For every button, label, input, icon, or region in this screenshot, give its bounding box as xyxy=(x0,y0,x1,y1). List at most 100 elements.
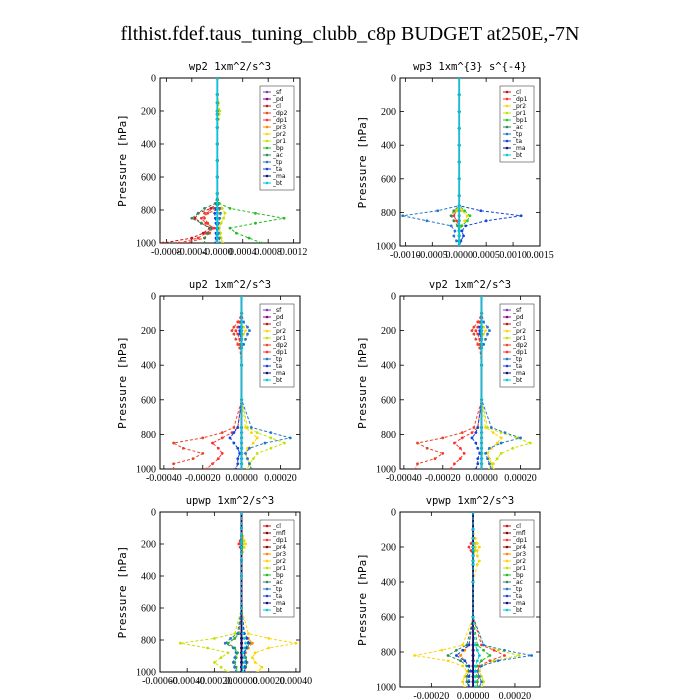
data-point xyxy=(161,241,165,243)
data-point xyxy=(203,216,206,220)
data-point xyxy=(223,211,227,215)
data-point xyxy=(489,446,493,450)
data-point xyxy=(249,467,253,469)
y-axis-label: Pressure [hPa] xyxy=(116,336,129,429)
y-tick-label: 400 xyxy=(381,141,396,152)
x-tick-label: 0.00020 xyxy=(252,676,285,687)
data-point xyxy=(480,452,484,455)
data-point xyxy=(216,457,220,461)
data-point xyxy=(240,661,243,664)
data-point xyxy=(475,643,479,647)
y-tick-label: 400 xyxy=(141,140,156,151)
x-tick-label: -0.0005 xyxy=(417,250,448,261)
data-point xyxy=(236,457,240,461)
data-point xyxy=(220,206,224,210)
x-tick-label: 0.00000 xyxy=(225,676,258,687)
data-point xyxy=(480,457,484,461)
data-point xyxy=(480,329,484,332)
data-point xyxy=(480,426,484,429)
data-point xyxy=(242,332,246,336)
legend-marker xyxy=(505,524,509,528)
data-point xyxy=(269,436,273,440)
data-point xyxy=(240,325,244,329)
legend-entry: _ta xyxy=(512,593,522,600)
legend-marker xyxy=(505,350,509,354)
legend-entry: _sf xyxy=(272,307,282,314)
legend-entry: _pr1 xyxy=(512,565,526,572)
data-point xyxy=(201,436,205,440)
data-point xyxy=(240,431,244,435)
legend-entry: _dp2 xyxy=(272,342,288,349)
legend-marker xyxy=(265,111,269,115)
data-point xyxy=(249,426,253,429)
data-point xyxy=(455,239,458,243)
data-point xyxy=(240,398,244,402)
panel-title: wp2 1xm^2/s^3 xyxy=(189,61,271,73)
series-group xyxy=(178,512,298,672)
data-point xyxy=(240,337,244,341)
data-point xyxy=(433,457,437,461)
data-point xyxy=(480,436,484,440)
data-point xyxy=(475,659,479,663)
legend-marker xyxy=(505,153,509,157)
x-tick-label: -0.0004 xyxy=(176,247,207,258)
legend-marker xyxy=(505,545,509,549)
data-point xyxy=(469,549,473,552)
data-point xyxy=(478,669,481,673)
y-axis-label: Pressure [hPa] xyxy=(116,114,129,207)
data-point xyxy=(240,641,243,645)
data-point xyxy=(178,641,182,645)
data-point xyxy=(436,209,440,213)
data-point xyxy=(465,675,469,678)
data-point xyxy=(242,646,246,650)
data-point xyxy=(234,337,238,341)
data-point xyxy=(233,665,237,669)
data-point xyxy=(240,606,243,610)
data-point xyxy=(441,436,445,440)
y-tick-label: 600 xyxy=(141,173,156,184)
data-point xyxy=(234,651,238,655)
data-point xyxy=(215,231,219,235)
data-point xyxy=(242,320,246,324)
legend-entry: _sf xyxy=(272,89,282,96)
data-point xyxy=(240,343,244,346)
legend-marker xyxy=(265,545,269,549)
data-point xyxy=(263,441,267,445)
legend-entry: _bp1 xyxy=(512,117,528,124)
legend-marker xyxy=(505,118,509,122)
legend-entry: _dp2 xyxy=(512,342,528,349)
legend-entry: _dp1 xyxy=(272,537,288,544)
data-point xyxy=(244,426,247,429)
data-point xyxy=(467,680,471,684)
data-point xyxy=(486,452,489,455)
data-point xyxy=(222,216,226,220)
data-point xyxy=(463,675,467,678)
data-point xyxy=(201,452,205,455)
data-point xyxy=(240,296,244,298)
legend-entry: _ac xyxy=(512,579,523,586)
data-point xyxy=(471,648,475,652)
data-point xyxy=(473,536,477,540)
data-point xyxy=(172,441,176,445)
y-axis-label: Pressure [hPa] xyxy=(356,116,369,209)
y-tick-label: 800 xyxy=(141,636,156,647)
data-point xyxy=(478,664,481,668)
legend-entry: _bt xyxy=(512,152,523,159)
legend-marker xyxy=(505,378,509,382)
legend-marker xyxy=(265,181,269,185)
data-point xyxy=(218,216,222,220)
data-point xyxy=(480,664,483,668)
figure-title: flthist.fdef.taus_tuning_clubb_c8p BUDGE… xyxy=(120,23,579,45)
y-tick-label: 400 xyxy=(381,578,396,589)
data-point xyxy=(199,216,203,220)
data-point xyxy=(482,332,486,336)
legend-marker xyxy=(505,594,509,598)
data-point xyxy=(491,462,495,466)
legend-entry: _cl xyxy=(512,89,521,96)
legend-marker xyxy=(505,608,509,612)
x-tick-label: 0.00020 xyxy=(264,473,297,484)
legend-marker xyxy=(265,364,269,368)
data-point xyxy=(452,209,456,213)
legend-entry: _pr2 xyxy=(512,328,526,335)
data-point xyxy=(463,659,467,663)
